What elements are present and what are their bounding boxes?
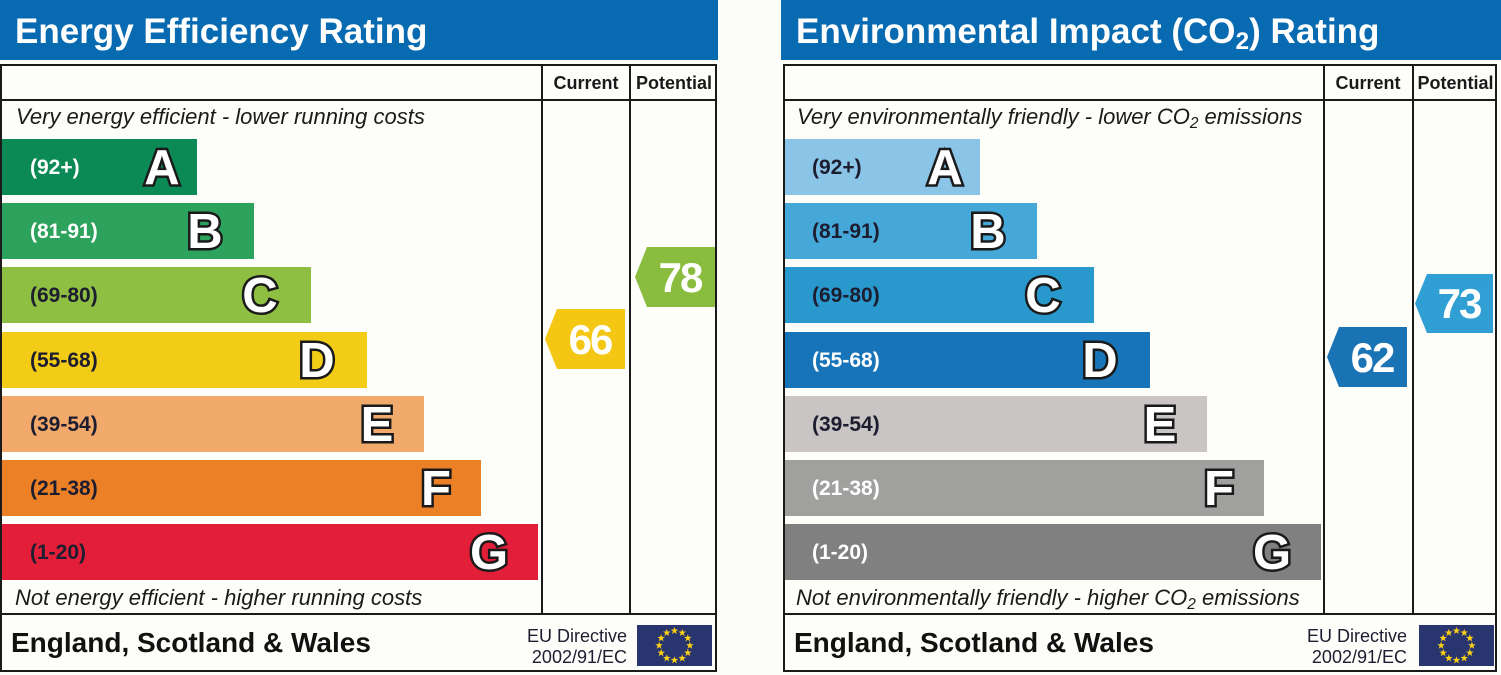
svg-text:B: B <box>187 205 222 259</box>
svg-text:62: 62 <box>1351 334 1394 381</box>
svg-text:C: C <box>242 269 277 323</box>
svg-text:B: B <box>970 205 1005 259</box>
svg-text:F: F <box>1204 462 1234 516</box>
svg-text:A: A <box>144 141 179 195</box>
svg-text:D: D <box>299 334 334 388</box>
svg-text:E: E <box>1144 398 1177 452</box>
svg-text:73: 73 <box>1438 280 1481 327</box>
svg-text:C: C <box>1025 269 1060 323</box>
svg-text:A: A <box>927 141 962 195</box>
svg-text:G: G <box>1253 526 1291 580</box>
svg-text:G: G <box>470 526 508 580</box>
svg-text:E: E <box>361 398 394 452</box>
svg-text:F: F <box>421 462 451 516</box>
svg-text:66: 66 <box>569 316 612 363</box>
svg-text:78: 78 <box>659 254 703 301</box>
svg-text:D: D <box>1082 334 1117 388</box>
